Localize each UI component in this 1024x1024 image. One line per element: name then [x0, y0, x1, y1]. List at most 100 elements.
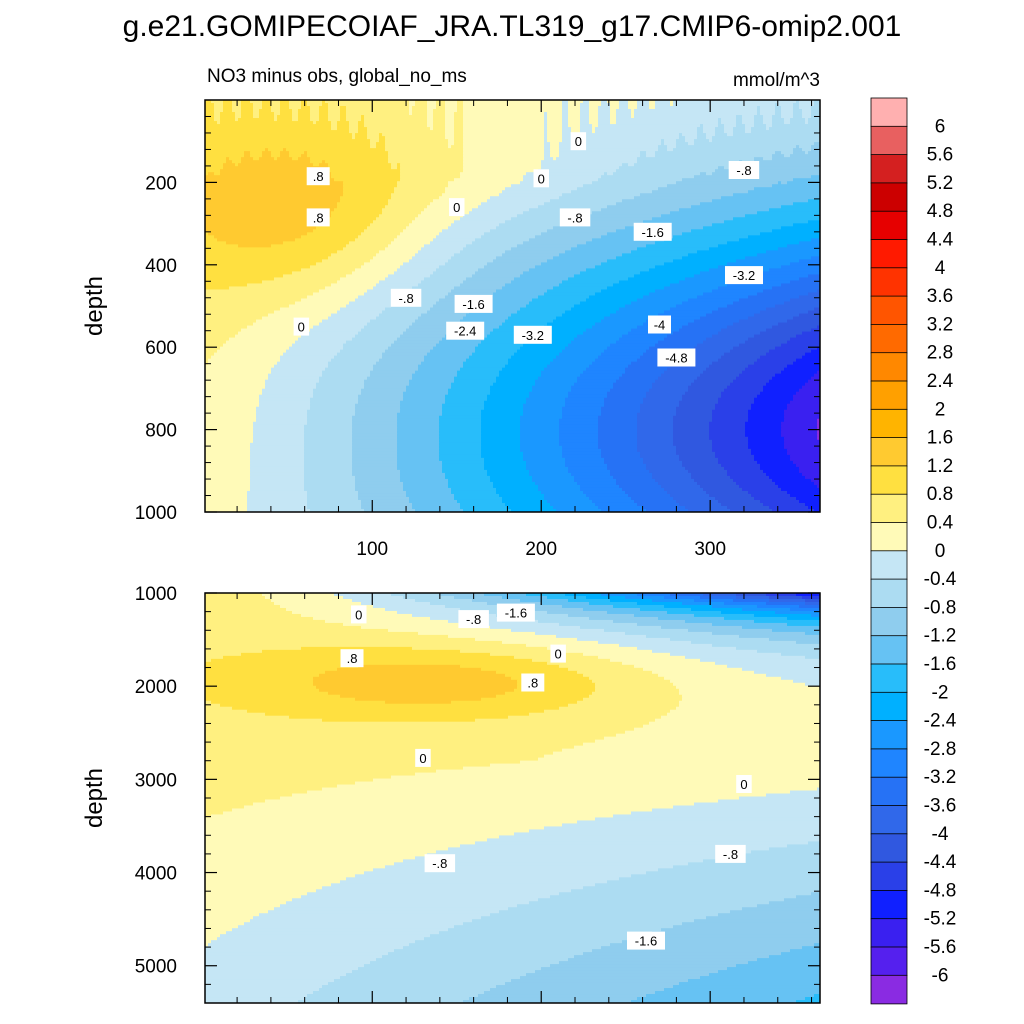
contour-cell	[304, 445, 353, 450]
contour-cell	[301, 334, 356, 339]
contour-cell	[637, 415, 674, 420]
contour-cell	[652, 475, 692, 480]
contour-cell	[205, 376, 269, 381]
contour-cell	[781, 112, 794, 116]
contour-cell	[454, 379, 497, 384]
contour-cell	[205, 256, 329, 260]
contour-cell	[637, 412, 677, 417]
contour-cell	[496, 376, 539, 381]
contour-cell	[412, 646, 548, 651]
contour-cell	[580, 301, 632, 306]
contour-cell	[727, 664, 820, 669]
contour-cell	[721, 463, 761, 468]
contour-cell	[220, 703, 569, 708]
contour-cell	[409, 106, 413, 110]
contour-cell	[574, 475, 614, 480]
contour-cell	[223, 163, 236, 167]
contour-cell	[625, 730, 820, 735]
contour-cell	[583, 331, 629, 336]
contour-cell	[643, 457, 680, 462]
contour-cell	[616, 478, 656, 483]
contour-cell	[340, 109, 347, 113]
contour-cell	[205, 961, 371, 965]
contour-cell	[205, 439, 254, 444]
contour-label-box	[340, 649, 364, 668]
contour-cell	[205, 364, 275, 369]
y-tick-label: 2000	[135, 677, 177, 698]
contour-cell	[484, 298, 533, 303]
contour-cell	[676, 181, 779, 185]
contour-cell	[205, 832, 515, 837]
contour-cell	[205, 418, 257, 423]
contour-cell	[415, 772, 820, 777]
contour-cell	[307, 505, 362, 510]
contour-cell	[391, 196, 440, 200]
contour-cell	[355, 133, 368, 137]
contour-cell	[205, 880, 341, 884]
contour-cell	[253, 430, 305, 435]
contour-cell	[448, 181, 521, 185]
contour-cell	[487, 262, 542, 266]
contour-label-text: -.8	[736, 163, 751, 178]
contour-cell	[574, 745, 820, 750]
contour-cell	[763, 469, 800, 474]
contour-cell	[481, 433, 521, 438]
contour-cell	[496, 379, 536, 384]
contour-cell	[454, 133, 464, 137]
contour-cell	[250, 151, 263, 155]
contour-cell	[640, 193, 734, 197]
contour-cell	[451, 385, 491, 390]
contour-cell	[790, 154, 820, 158]
contour-cell	[304, 448, 353, 453]
contour-cell	[205, 334, 236, 339]
contour-cell	[673, 103, 776, 107]
contour-cell	[814, 508, 820, 512]
contour-cell	[601, 262, 665, 266]
contour-cell	[619, 280, 680, 285]
contour-cell	[652, 649, 758, 654]
contour-cell	[613, 385, 653, 390]
contour-label-box	[736, 775, 752, 793]
contour-cell	[370, 259, 410, 263]
contour-cell	[754, 187, 820, 191]
contour-cell	[547, 127, 563, 131]
contour-cell	[658, 481, 698, 486]
contour-cell	[205, 328, 242, 333]
contour-cell	[262, 103, 272, 107]
contour-cell	[808, 151, 820, 155]
contour-cell	[547, 130, 563, 134]
contour-cell	[595, 292, 650, 297]
contour-cell	[397, 436, 440, 441]
contour-cell	[583, 214, 662, 218]
contour-cell	[796, 145, 800, 149]
contour-cell	[280, 307, 341, 312]
contour-cell	[205, 202, 338, 206]
contour-cell	[535, 631, 626, 636]
contour-cell	[544, 133, 548, 137]
contour-cell	[544, 157, 554, 161]
contour-cell	[577, 244, 647, 248]
contour-cell	[718, 457, 755, 462]
contour-cell	[373, 868, 659, 872]
contour-cell	[562, 823, 820, 828]
contour-cell	[682, 922, 820, 926]
contour-cell	[811, 478, 820, 483]
contour-cell	[430, 241, 473, 245]
contour-cell	[658, 148, 668, 152]
contour-cell	[259, 394, 314, 399]
contour-cell	[424, 244, 467, 248]
contour-cell	[205, 193, 344, 197]
contour-cell	[490, 988, 665, 992]
contour-cell	[205, 355, 212, 360]
contour-cell	[463, 148, 545, 152]
contour-cell	[793, 148, 803, 152]
contour-cell	[499, 223, 563, 227]
contour-cell	[664, 139, 677, 143]
contour-cell	[205, 370, 272, 375]
contour-cell	[463, 163, 542, 167]
contour-cell	[652, 670, 755, 675]
contour-cell	[712, 334, 755, 339]
contour-cell	[382, 955, 575, 959]
contour-cell	[538, 484, 581, 489]
